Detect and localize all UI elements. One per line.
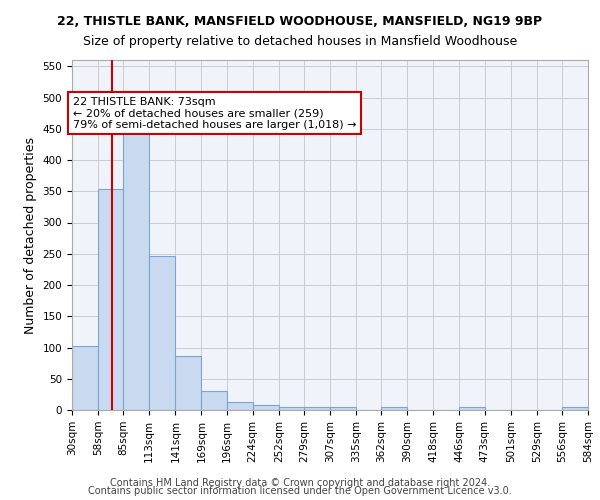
Bar <box>123 130 149 410</box>
Bar <box>149 256 175 410</box>
Y-axis label: Number of detached properties: Number of detached properties <box>24 136 37 334</box>
Bar <box>72 346 98 410</box>
Bar <box>202 391 227 410</box>
Bar <box>279 407 304 410</box>
Text: 22 THISTLE BANK: 73sqm
← 20% of detached houses are smaller (259)
79% of semi-de: 22 THISTLE BANK: 73sqm ← 20% of detached… <box>73 97 356 130</box>
Bar <box>175 356 202 410</box>
Bar <box>98 190 123 410</box>
Bar <box>304 407 330 410</box>
Bar <box>562 407 588 410</box>
Bar <box>460 407 485 410</box>
Text: Contains HM Land Registry data © Crown copyright and database right 2024.: Contains HM Land Registry data © Crown c… <box>110 478 490 488</box>
Bar <box>330 407 356 410</box>
Bar <box>227 402 253 410</box>
Bar <box>253 405 279 410</box>
Text: Contains public sector information licensed under the Open Government Licence v3: Contains public sector information licen… <box>88 486 512 496</box>
Text: 22, THISTLE BANK, MANSFIELD WOODHOUSE, MANSFIELD, NG19 9BP: 22, THISTLE BANK, MANSFIELD WOODHOUSE, M… <box>58 15 542 28</box>
Bar <box>381 407 407 410</box>
Text: Size of property relative to detached houses in Mansfield Woodhouse: Size of property relative to detached ho… <box>83 35 517 48</box>
